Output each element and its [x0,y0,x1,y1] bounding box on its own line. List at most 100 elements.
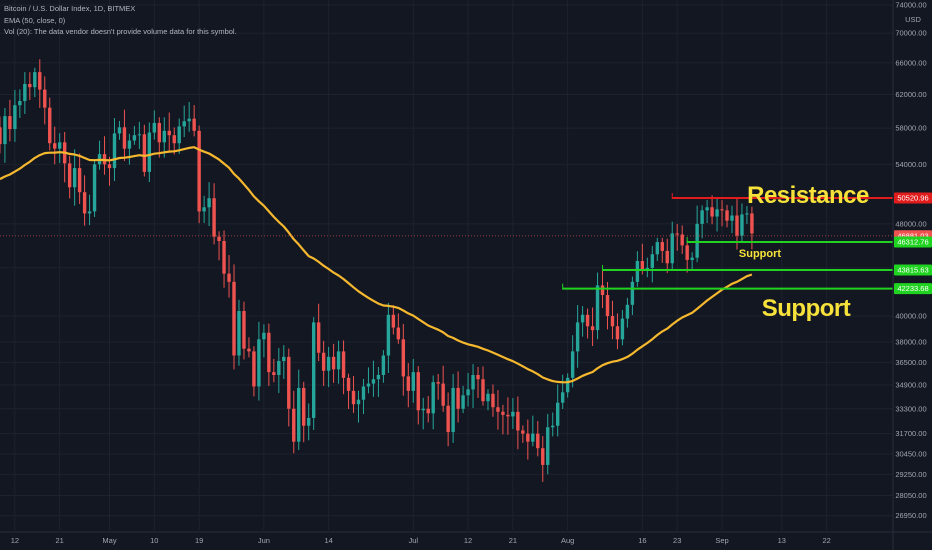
candle-body[interactable] [242,311,246,349]
candle-body[interactable] [386,314,391,356]
candle-body[interactable] [82,192,87,214]
candle-body[interactable] [406,376,410,391]
candle-body[interactable] [610,316,615,327]
candle-body[interactable] [282,356,286,361]
candle-body[interactable] [600,285,605,296]
candle-body[interactable] [137,134,142,136]
candle-body[interactable] [326,356,331,371]
candle-body[interactable] [361,386,366,400]
candle-body[interactable] [341,351,346,378]
candle-body[interactable] [8,116,12,130]
candle-body[interactable] [655,242,659,255]
candle-body[interactable] [605,295,610,317]
candle-body[interactable] [58,142,62,149]
candle-body[interactable] [232,281,236,356]
candle-body[interactable] [197,130,201,212]
candle-body[interactable] [625,304,630,319]
candle-body[interactable] [162,130,166,143]
candle-body[interactable] [172,135,176,144]
candle-body[interactable] [556,402,560,426]
candle-body[interactable] [546,427,550,465]
candle-body[interactable] [700,210,704,224]
candle-body[interactable] [252,351,256,387]
candle-body[interactable] [456,387,460,409]
candle-body[interactable] [287,356,291,409]
candle-body[interactable] [122,127,127,149]
candle-body[interactable] [466,389,470,396]
candle-body[interactable] [725,210,729,221]
candle-body[interactable] [560,392,565,403]
candle-body[interactable] [715,209,719,217]
candle-body[interactable] [481,379,485,402]
time-axis[interactable]: 12 21 May 10 19 Jun 14 Jul 12 21 Aug 16 23 Sep 13 22 [0,531,932,545]
candle-body[interactable] [28,83,32,88]
candle-body[interactable] [580,314,585,323]
ema-legend[interactable]: EMA (50, close, 0) [4,15,66,25]
candle-body[interactable] [516,411,520,431]
candle-body[interactable] [735,215,739,236]
candle-body[interactable] [446,405,450,433]
candle-body[interactable] [451,387,455,433]
candle-body[interactable] [486,393,490,402]
candle-body[interactable] [33,72,37,88]
candle-body[interactable] [521,430,525,434]
candle-body[interactable] [565,377,570,393]
candle-body[interactable] [277,360,281,375]
candle-body[interactable] [247,348,251,352]
candle-body[interactable] [526,433,530,442]
candle-body[interactable] [381,355,386,375]
candle-body[interactable] [615,326,620,340]
candle-body[interactable] [307,417,311,426]
candle-body[interactable] [680,234,684,246]
candle-body[interactable] [471,374,475,390]
candle-body[interactable] [177,126,181,144]
candle-body[interactable] [436,382,440,384]
candle-body[interactable] [366,383,371,387]
levels[interactable] [0,192,893,290]
candle-body[interactable] [670,233,674,264]
candle-body[interactable] [237,311,241,356]
candle-body[interactable] [740,214,744,236]
candle-body[interactable] [551,425,555,428]
candle-body[interactable] [620,318,625,340]
candle-body[interactable] [665,250,669,264]
candle-body[interactable] [227,273,231,282]
candle-body[interactable] [267,332,271,373]
candle-body[interactable] [212,198,216,237]
candle-body[interactable] [182,121,186,127]
candle-body[interactable] [650,254,655,268]
candle-body[interactable] [336,351,341,370]
candle-body[interactable] [321,352,326,371]
candle-body[interactable] [217,236,221,242]
candle-body[interactable] [87,211,92,214]
candle-body[interactable] [491,393,495,408]
candle-body[interactable] [645,267,650,270]
candle-body[interactable] [0,127,2,145]
candle-body[interactable] [536,433,540,449]
candle-body[interactable] [311,322,316,418]
candle-body[interactable] [506,414,510,417]
candle-body[interactable] [13,105,17,130]
candle-body[interactable] [297,387,301,442]
candle-body[interactable] [92,164,97,212]
candle-body[interactable] [302,387,306,426]
candle-body[interactable] [640,261,645,270]
candle-body[interactable] [575,322,580,352]
candle-body[interactable] [750,213,754,234]
candle-body[interactable] [72,168,77,188]
candle-body[interactable] [476,374,480,380]
candle-body[interactable] [431,382,435,414]
candle-body[interactable] [416,372,420,411]
candle-body[interactable] [396,327,401,340]
candle-body[interactable] [496,407,500,412]
candle-body[interactable] [421,408,425,411]
candle-body[interactable] [112,133,117,169]
candle-body[interactable] [730,215,734,221]
candle-body[interactable] [202,207,206,212]
candle-body[interactable] [705,207,709,211]
candle-body[interactable] [331,356,336,370]
volume-legend[interactable]: Vol (20): The data vendor doesn't provid… [4,27,237,36]
candle-body[interactable] [18,101,22,106]
candle-body[interactable] [3,116,7,145]
